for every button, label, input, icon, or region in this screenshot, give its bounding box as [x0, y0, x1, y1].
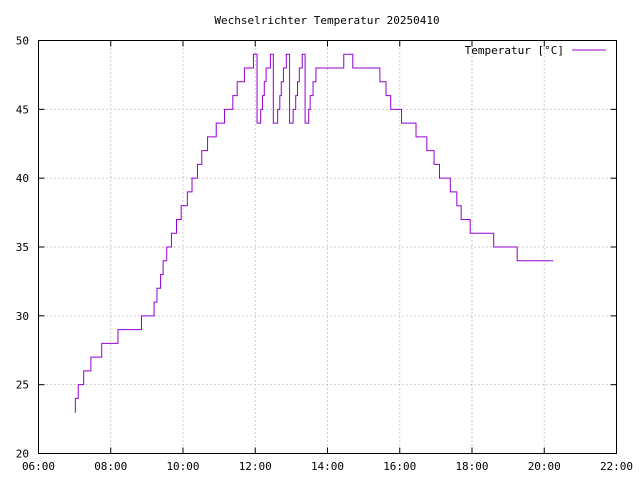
tick-label-layer: 06:00 08:00 10:00 12:00 14:00 16:00 18:00 20:00…: [16, 35, 633, 474]
x-tick-label: 08:00: [94, 460, 127, 473]
grid-layer: [38, 40, 617, 454]
y-tick-label: 25: [16, 379, 29, 392]
legend: Temperatur [°C]: [465, 44, 606, 57]
x-tick-label: 18:00: [455, 460, 488, 473]
x-tick-label: 10:00: [166, 460, 199, 473]
x-tick-label: 06:00: [22, 460, 55, 473]
chart-title: Wechselrichter Temperatur 20250410: [214, 14, 439, 27]
y-tick-label: 35: [16, 241, 29, 254]
y-tick-label: 40: [16, 172, 29, 185]
x-tick-label: 12:00: [239, 460, 272, 473]
plot-frame: [38, 40, 617, 454]
x-tick-label: 20:00: [528, 460, 561, 473]
series-layer: [74, 53, 554, 413]
y-tick-label: 20: [16, 448, 29, 461]
x-tick-label: 22:00: [600, 460, 633, 473]
y-tick-label: 50: [16, 35, 29, 48]
series-line-temperatur: [74, 53, 554, 413]
legend-label: Temperatur [°C]: [465, 44, 564, 57]
x-tick-label: 16:00: [383, 460, 416, 473]
y-tick-label: 45: [16, 103, 29, 116]
y-tick-label: 30: [16, 310, 29, 323]
x-tick-label: 14:00: [311, 460, 344, 473]
